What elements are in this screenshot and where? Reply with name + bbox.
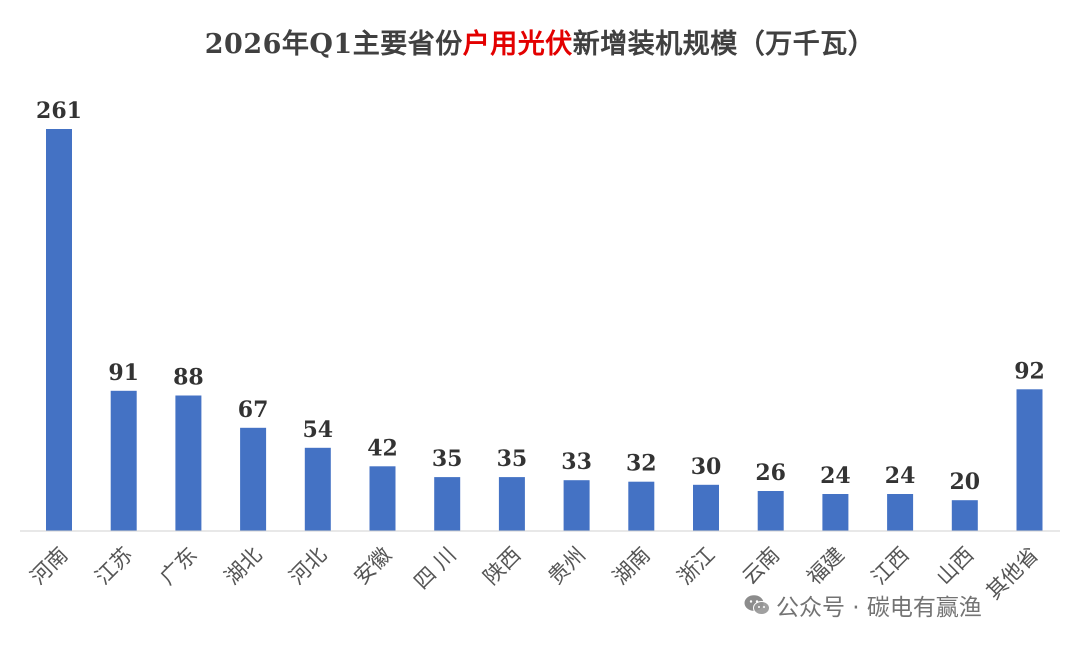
bars-group — [46, 129, 1043, 531]
data-label: 67 — [238, 397, 269, 423]
chart-title: 2026年Q1主要省份户用光伏新增装机规模（万千瓦） — [0, 22, 1080, 61]
category-tick-label: 云南 — [738, 543, 785, 590]
category-tick-label: 福建 — [802, 543, 849, 590]
bar — [628, 481, 655, 531]
bar — [434, 477, 461, 531]
bar — [757, 491, 784, 531]
category-tick-label: 湖南 — [608, 543, 655, 590]
bar — [175, 395, 202, 531]
bar — [693, 484, 719, 531]
data-label: 30 — [691, 454, 722, 480]
category-tick-label: 江苏 — [91, 543, 138, 590]
data-label: 88 — [173, 365, 204, 391]
category-tick-label: 贵州 — [543, 543, 590, 590]
category-tick-label: 四 川 — [409, 543, 460, 594]
bar — [110, 390, 137, 531]
bar — [1016, 389, 1043, 531]
category-tick-label: 广东 — [155, 543, 202, 590]
watermark: 公众号 · 碳电有赢渔 — [744, 588, 982, 622]
bar — [887, 494, 914, 531]
title-suffix: 新增装机规模（万千瓦） — [572, 29, 876, 60]
watermark-text: 公众号 · 碳电有赢渔 — [776, 595, 982, 621]
bar — [951, 500, 978, 531]
title-prefix: 2026年Q1主要省份 — [204, 29, 463, 60]
category-tick-label: 山西 — [932, 543, 979, 590]
data-label: 20 — [949, 469, 980, 495]
bar — [240, 427, 267, 531]
data-label: 42 — [367, 435, 398, 461]
data-label: 33 — [561, 449, 592, 475]
category-tick-label: 其他省 — [982, 543, 1044, 605]
data-label: 32 — [626, 451, 657, 477]
bar — [822, 494, 849, 531]
bar — [563, 480, 590, 531]
category-tick-label: 河北 — [285, 543, 332, 590]
data-label: 24 — [885, 463, 916, 489]
data-label: 92 — [1014, 358, 1045, 384]
bar — [304, 447, 331, 531]
category-tick-label: 湖北 — [220, 543, 267, 590]
category-tick-label: 河南 — [26, 543, 73, 590]
data-label: 35 — [497, 446, 528, 472]
category-tick-label: 浙江 — [673, 543, 720, 590]
data-label: 26 — [755, 460, 786, 486]
bar — [369, 466, 396, 531]
data-label: 261 — [36, 98, 82, 124]
data-label: 24 — [820, 463, 851, 489]
category-tick-label: 江西 — [867, 543, 914, 590]
data-label: 35 — [432, 446, 463, 472]
value-labels-group: 261 91 88 67 54 42 35 35 33 32 30 26 24 24 20 92 — [36, 98, 1045, 495]
wechat-icon — [744, 594, 770, 616]
category-tick-label: 陕西 — [479, 543, 526, 590]
data-label: 54 — [302, 417, 333, 443]
title-highlight: 户用光伏 — [462, 29, 573, 60]
data-label: 91 — [108, 360, 139, 386]
bar — [498, 477, 525, 531]
bar — [46, 129, 72, 531]
category-tick-label: 安徽 — [349, 543, 396, 590]
